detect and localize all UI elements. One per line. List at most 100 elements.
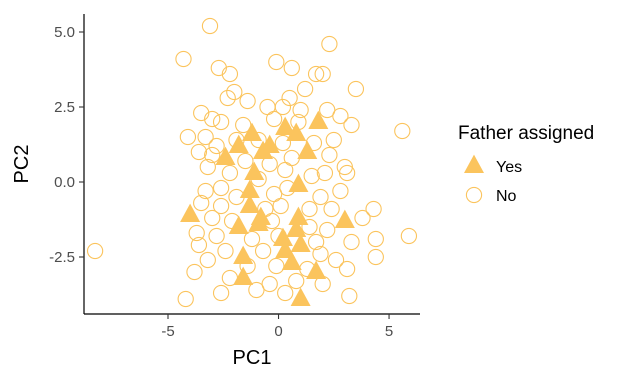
x-tick-label: -5 — [161, 323, 174, 340]
point-no — [254, 242, 272, 260]
point-yes — [290, 287, 311, 306]
point-no — [204, 110, 221, 128]
point-no — [307, 65, 325, 83]
point-yes — [228, 215, 249, 234]
point-no — [283, 59, 300, 77]
point-no — [188, 224, 205, 242]
point-no — [277, 161, 294, 179]
point-no — [283, 149, 300, 167]
point-yes — [259, 134, 280, 153]
y-tick-label: 2.5 — [54, 99, 75, 116]
x-tick-label: 0 — [274, 323, 282, 340]
axes-layer — [83, 14, 420, 315]
point-no — [281, 89, 298, 107]
point-no — [343, 233, 360, 251]
point-yes — [180, 203, 201, 222]
point-no — [314, 65, 331, 83]
point-no — [341, 287, 358, 305]
point-no — [367, 230, 384, 248]
point-no — [217, 242, 234, 260]
point-no — [301, 218, 318, 236]
points-layer — [86, 17, 418, 308]
x-tick-label: 5 — [385, 323, 393, 340]
point-no — [301, 200, 318, 218]
point-yes — [306, 260, 327, 279]
point-no — [212, 197, 230, 215]
legend-label: Yes — [496, 159, 522, 176]
point-no — [248, 281, 265, 299]
point-yes — [248, 212, 269, 231]
point-yes — [233, 245, 254, 264]
point-no — [193, 194, 210, 212]
point-no — [197, 182, 214, 200]
point-no — [208, 227, 225, 245]
point-no — [259, 98, 276, 116]
point-no — [193, 104, 210, 122]
point-no — [86, 242, 104, 260]
point-no — [327, 251, 345, 269]
point-no — [312, 188, 329, 206]
point-no — [338, 164, 356, 182]
point-no — [190, 236, 208, 254]
point-no — [277, 284, 294, 302]
point-no — [400, 227, 418, 245]
point-no — [212, 284, 230, 302]
point-yes — [308, 110, 329, 129]
point-no — [199, 251, 216, 269]
point-no — [323, 200, 340, 218]
point-no — [226, 83, 243, 101]
point-no — [367, 248, 384, 266]
point-yes — [215, 146, 236, 165]
legend-key-yes — [464, 154, 484, 173]
legend-title: Father assigned — [458, 123, 594, 144]
point-no — [212, 179, 230, 197]
y-axis-title: PC2 — [11, 145, 33, 184]
legend-key-no — [465, 186, 483, 204]
point-no — [204, 146, 221, 164]
point-yes — [275, 116, 296, 135]
point-no — [288, 272, 305, 290]
point-no — [394, 122, 411, 140]
point-yes — [228, 134, 249, 153]
point-no — [343, 116, 360, 134]
point-no — [197, 128, 214, 146]
point-yes — [297, 140, 318, 159]
point-yes — [288, 206, 309, 225]
point-no — [347, 80, 365, 98]
point-no — [303, 167, 320, 185]
point-no — [268, 257, 285, 275]
point-no — [321, 146, 338, 164]
point-yes — [244, 161, 265, 180]
point-no — [292, 101, 309, 119]
point-yes — [272, 227, 293, 246]
point-no — [319, 221, 336, 239]
legend-entries: Yes No — [464, 154, 522, 205]
point-no — [210, 59, 227, 77]
point-no — [261, 275, 278, 293]
point-no — [321, 35, 338, 53]
point-no — [354, 209, 371, 227]
point-no — [221, 164, 239, 182]
point-no — [268, 53, 285, 71]
y-tick-label: 5.0 — [54, 24, 75, 41]
point-no — [179, 128, 197, 146]
point-yes — [288, 173, 309, 192]
x-axis-title: PC1 — [233, 347, 272, 369]
point-yes — [242, 122, 262, 141]
point-no — [199, 158, 216, 176]
point-yes — [286, 122, 307, 141]
point-yes — [275, 239, 296, 258]
point-no — [208, 137, 225, 155]
point-no — [212, 113, 230, 131]
point-no — [332, 107, 349, 125]
point-yes — [286, 218, 307, 237]
point-no — [325, 131, 342, 149]
point-no — [274, 134, 292, 152]
point-no — [265, 110, 283, 128]
point-no — [175, 50, 192, 68]
point-yes — [239, 179, 260, 198]
y-tick-label: 0.0 — [54, 174, 75, 191]
point-no — [237, 152, 254, 170]
